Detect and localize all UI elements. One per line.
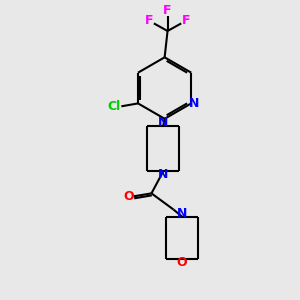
Text: N: N [189,97,199,110]
Text: Cl: Cl [107,100,120,113]
Text: F: F [145,14,154,27]
Text: O: O [177,256,188,269]
Text: F: F [182,14,190,27]
Text: O: O [123,190,134,203]
Text: N: N [158,168,168,182]
Text: N: N [177,207,188,220]
Text: N: N [158,116,168,129]
Text: F: F [163,4,172,17]
